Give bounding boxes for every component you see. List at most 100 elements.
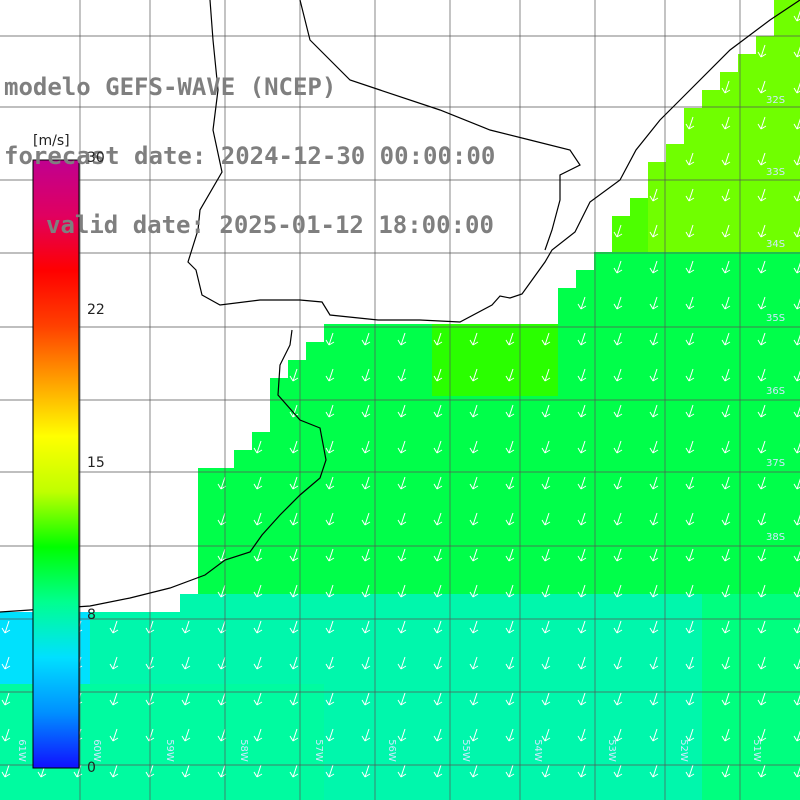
speed-cell [756,774,774,792]
speed-cell [468,342,486,360]
speed-cell [342,360,360,378]
wind-arrow [325,440,335,454]
speed-cell [432,792,450,800]
lat-label: 37S [766,458,786,469]
speed-cell [702,522,720,540]
wind-arrow [469,548,479,562]
speed-cell [378,468,396,486]
speed-cell [288,558,306,576]
forecast-date: forecast date: 2024-12-30 00:00:00 [4,142,496,170]
speed-cell [702,450,720,468]
speed-cell [666,774,684,792]
speed-cell [504,594,522,612]
speed-cell [666,414,684,432]
speed-cell [378,576,396,594]
wind-arrow [577,584,587,598]
speed-cell [792,180,800,198]
speed-cell [432,666,450,684]
wind-arrow [253,728,263,742]
speed-cell [360,702,378,720]
speed-cell [198,648,216,666]
speed-cell [432,378,450,396]
speed-cell [738,216,756,234]
wind-arrow [685,260,695,274]
speed-cell [630,738,648,756]
speed-cell [630,216,648,234]
speed-cell [414,504,432,522]
speed-cell [180,774,198,792]
speed-cell [792,738,800,756]
speed-cell [720,90,738,108]
speed-cell [702,612,720,630]
wind-arrow [757,116,767,130]
speed-cell [450,360,468,378]
speed-cell [306,684,324,702]
speed-cell [756,522,774,540]
speed-cell [684,774,702,792]
wind-arrow [181,764,191,778]
speed-cell [666,576,684,594]
speed-cell [342,792,360,800]
speed-cell [792,432,800,450]
wind-arrow [433,692,443,706]
speed-cell [738,324,756,342]
speed-cell [486,450,504,468]
speed-cell [594,414,612,432]
speed-cell [360,792,378,800]
speed-cell [540,378,558,396]
speed-cell [720,378,738,396]
speed-cell [738,198,756,216]
speed-cell [702,360,720,378]
speed-cell [720,126,738,144]
speed-cell [702,774,720,792]
speed-cell [288,702,306,720]
speed-cell [180,666,198,684]
wind-arrow [397,548,407,562]
speed-cell [198,774,216,792]
speed-cell [18,630,36,648]
lon-label: 57W [312,739,324,762]
speed-cell [630,684,648,702]
wind-arrow [469,512,479,526]
wind-arrow [685,476,695,490]
wind-arrow [685,692,695,706]
wind-arrow [757,692,767,706]
wind-arrow [757,512,767,526]
speed-cell [450,594,468,612]
speed-cell [270,468,288,486]
speed-cell [162,702,180,720]
wind-arrow [541,548,551,562]
speed-cell [702,558,720,576]
wind-arrow [757,728,767,742]
speed-cell [774,270,792,288]
speed-cell [612,450,630,468]
wind-arrow [433,728,443,742]
speed-cell [306,738,324,756]
speed-cell [594,450,612,468]
speed-cell [558,594,576,612]
speed-cell [774,396,792,414]
speed-cell [630,504,648,522]
speed-cell [342,702,360,720]
coastline-path [187,0,800,323]
speed-cell [432,450,450,468]
speed-cell [360,666,378,684]
speed-cell [774,666,792,684]
wind-arrow [325,512,335,526]
speed-cell [270,450,288,468]
speed-cell [738,540,756,558]
speed-cell [108,702,126,720]
speed-cell [738,54,756,72]
speed-cell [666,396,684,414]
wind-arrow [505,656,515,670]
wind-arrow [325,692,335,706]
speed-cell [324,522,342,540]
wind-arrow [721,620,731,634]
speed-cell [486,522,504,540]
speed-cell [774,18,792,36]
wind-arrow [649,476,659,490]
speed-cell [702,576,720,594]
speed-cell [270,666,288,684]
wind-arrow [613,404,623,418]
speed-cell [540,738,558,756]
